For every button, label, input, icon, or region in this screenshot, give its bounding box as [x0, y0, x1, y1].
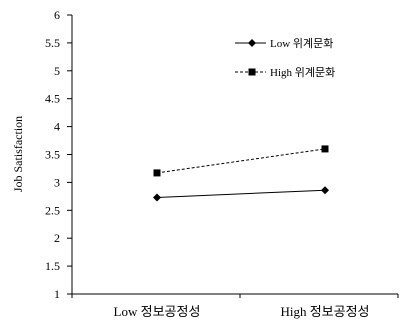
series-high — [153, 145, 329, 177]
y-tick-label: 4 — [54, 120, 60, 134]
data-point — [321, 145, 329, 153]
y-tick-label: 5.5 — [45, 36, 60, 50]
y-tick-label: 5 — [54, 64, 60, 78]
legend-marker — [248, 68, 256, 76]
y-tick-label: 6 — [54, 8, 60, 22]
y-tick-label: 2.5 — [45, 203, 60, 217]
legend-marker — [248, 39, 256, 47]
series-low — [153, 186, 329, 202]
y-axis-title: Job Satisfaction — [11, 116, 25, 192]
y-tick-label: 1 — [54, 287, 60, 301]
y-ticks: 1 1.5 2 2.5 3 3.5 4 4.5 5 5.5 6 — [45, 8, 72, 301]
y-tick-label: 3.5 — [45, 148, 60, 162]
legend: Low 위계문화 High 위계문화 — [235, 37, 335, 79]
y-tick-label: 2 — [54, 231, 60, 245]
series-line — [156, 148, 326, 174]
series-layer — [153, 145, 329, 202]
x-category-label: Low 정보공정성 — [114, 304, 201, 319]
data-point — [153, 193, 161, 202]
y-tick-label: 4.5 — [45, 92, 60, 106]
x-category-label: High 정보공정성 — [280, 304, 369, 319]
y-tick-label: 1.5 — [45, 259, 60, 273]
data-point — [153, 169, 161, 177]
x-category-labels: Low 정보공정성 High 정보공정성 — [71, 294, 399, 319]
data-point — [321, 186, 329, 195]
legend-label: Low 위계문화 — [270, 37, 333, 50]
series-line — [156, 189, 326, 198]
y-tick-label: 3 — [54, 175, 60, 189]
legend-label: High 위계문화 — [270, 66, 335, 79]
